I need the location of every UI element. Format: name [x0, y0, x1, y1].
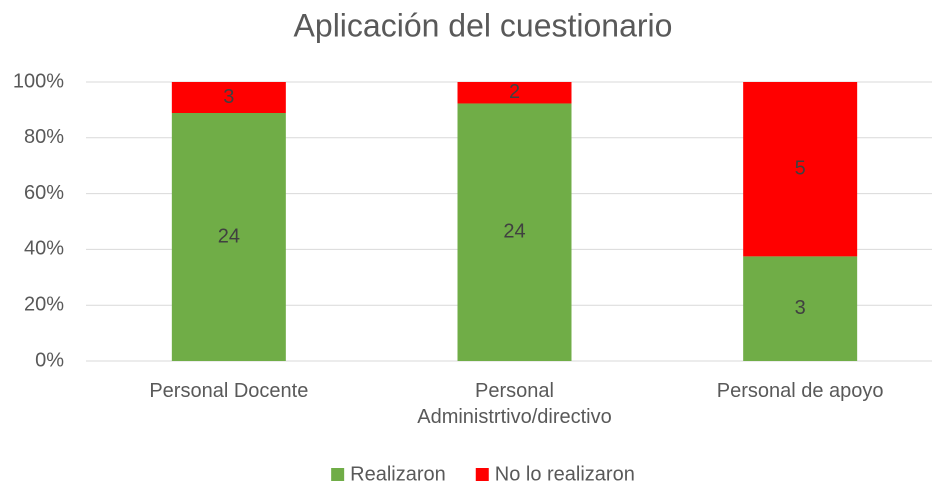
legend-label: Realizaron: [350, 463, 446, 485]
bar-segment: [457, 82, 572, 104]
legend-swatch: [331, 468, 345, 481]
y-tick-label: 60%: [24, 182, 64, 204]
bar-segment: [171, 113, 286, 361]
chart-title: Aplicación del cuestionario: [294, 7, 673, 43]
bar-segment: [171, 82, 286, 113]
x-tick-label: Personal Docente: [149, 380, 309, 402]
data-label: 2: [509, 81, 520, 103]
data-label: 3: [223, 86, 234, 108]
x-tick-label: Personal de apoyo: [716, 380, 884, 402]
bar-segment: [743, 82, 858, 257]
legend-label: No lo realizaron: [495, 463, 635, 485]
legend-swatch: [475, 468, 489, 481]
y-tick-label: 100%: [13, 70, 64, 92]
y-tick-label: 40%: [24, 238, 64, 260]
x-tick-label: Personal Administrtivo/directivo: [417, 380, 612, 428]
data-label: 5: [795, 157, 806, 179]
y-tick-label: 80%: [24, 126, 64, 148]
bar-segment: [743, 256, 858, 361]
data-label: 24: [503, 221, 525, 243]
y-tick-label: 0%: [35, 349, 64, 371]
data-label: 24: [218, 225, 240, 247]
bar-segment: [457, 103, 572, 361]
y-tick-label: 20%: [24, 293, 64, 315]
data-label: 3: [795, 297, 806, 319]
